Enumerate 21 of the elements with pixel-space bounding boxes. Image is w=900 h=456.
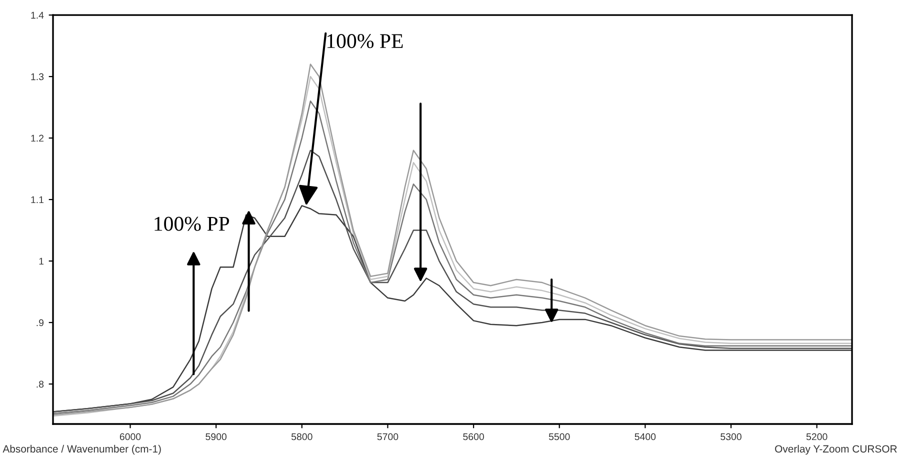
y-tick-label: .9 bbox=[36, 319, 44, 326]
y-tick-label: .8 bbox=[36, 380, 44, 388]
y-tick-label: 1.2 bbox=[31, 134, 44, 142]
y-tick-label: 1.4 bbox=[31, 12, 44, 19]
y-tick-label: 1 bbox=[39, 258, 44, 265]
x-tick-label: 6000 bbox=[120, 433, 141, 440]
x-tick-label: 5200 bbox=[806, 433, 828, 440]
x-tick-label: 5900 bbox=[206, 433, 227, 440]
x-tick-label: 5600 bbox=[463, 433, 484, 440]
text: Overlay Y-Zoom CURSOR bbox=[775, 444, 897, 455]
x-tick-label: 5500 bbox=[548, 433, 570, 440]
annotation: 100% PE bbox=[327, 34, 403, 48]
line-series bbox=[53, 150, 852, 412]
annotation: 100% PP bbox=[154, 216, 230, 231]
x-axis-title: Absorbance / Wavenumber (cm-1) bbox=[2, 444, 161, 455]
y-tick-label: 1.3 bbox=[31, 73, 44, 80]
x-tick-label: 5700 bbox=[377, 433, 398, 440]
x-tick-label: 5400 bbox=[634, 433, 656, 440]
x-tick-label: 5800 bbox=[291, 433, 312, 440]
x-tick-label: 5300 bbox=[720, 433, 742, 440]
y-tick-label: 1.1 bbox=[31, 196, 44, 204]
